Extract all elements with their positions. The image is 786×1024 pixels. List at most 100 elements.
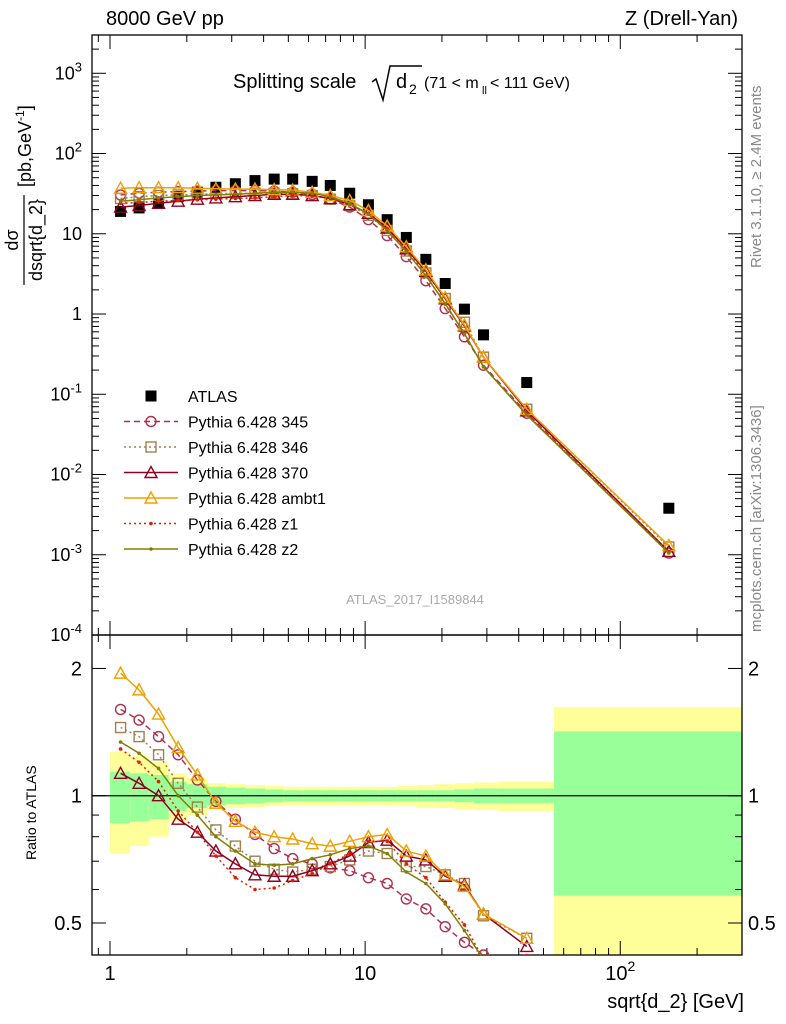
legend-entry: ATLAS — [145, 389, 238, 406]
legend-marker — [145, 415, 157, 428]
y-tick-label: 103 — [55, 59, 82, 83]
legend-label: Pythia 6.428 z2 — [188, 542, 298, 559]
x-tick-label-exp: 2 — [627, 958, 635, 974]
y-tick-label: 10-4 — [50, 621, 82, 645]
ratio-data-point — [328, 862, 333, 866]
y-tick-label: 102 — [55, 140, 82, 164]
ratio-data-point — [233, 875, 238, 880]
main-data-point — [190, 180, 205, 194]
ratio-data-point — [366, 844, 371, 848]
ratio-data-point — [228, 813, 243, 827]
main-data-point — [214, 193, 218, 197]
ratio-data-point — [214, 834, 218, 839]
legend-marker — [143, 465, 159, 479]
ratio-data-point — [457, 879, 472, 893]
ratio-data-point — [176, 793, 180, 798]
y-tick-label-base: 10 — [50, 384, 70, 404]
main-data-point — [195, 198, 200, 202]
ratio-y-tick-label-right: 2 — [748, 658, 759, 680]
main-data-point — [249, 175, 261, 187]
ratio-data-point — [477, 949, 490, 955]
ratio-data-point — [523, 953, 531, 955]
y-tick-label: 10-2 — [50, 461, 82, 485]
ratio-data-point — [290, 878, 295, 883]
ratio-data-point — [151, 788, 166, 802]
ratio-data-point — [290, 862, 295, 866]
ratio-y-tick-label-right: 0.5 — [748, 913, 776, 935]
legend: ATLAS Pythia 6.428 345 Pythia 6.428 346 Pyt… — [124, 389, 326, 559]
y-tick-label-exp: -1 — [70, 380, 82, 395]
ratio-data-point — [195, 830, 200, 834]
legend-entry: Pythia 6.428 ambt1 — [124, 490, 326, 508]
ratio-data-point — [131, 682, 147, 696]
ratio-data-point — [342, 833, 357, 848]
main-data-point — [310, 194, 314, 198]
ylabel-fraction-denominator: dsqrt{d_2} — [26, 199, 47, 281]
ratio-data-point — [156, 766, 161, 771]
ratio-data-point — [131, 775, 147, 790]
ratio-data-point — [208, 795, 224, 809]
legend-marker — [145, 441, 157, 453]
ratio-data-point — [190, 824, 205, 838]
ratio-data-point — [482, 958, 486, 962]
main-data-point — [462, 331, 467, 336]
main-data-point — [131, 198, 147, 212]
main-data-point — [458, 331, 471, 343]
y-axis-label-ratio: Ratio to ATLAS — [23, 765, 39, 860]
main-data-point — [663, 502, 675, 514]
main-data-point — [385, 228, 389, 233]
ratio-series-line — [120, 726, 528, 939]
legend-entry: Pythia 6.428 z2 — [124, 542, 298, 559]
main-data-point — [113, 199, 128, 213]
ratio-data-point — [266, 829, 282, 843]
main-data-point — [310, 191, 314, 196]
ratio-data-point — [381, 877, 393, 890]
ratio-data-point — [379, 826, 395, 841]
ratio-data-point — [525, 962, 529, 966]
main-data-point — [195, 193, 200, 198]
main-data-point — [118, 199, 123, 203]
legend-label: Pythia 6.428 345 — [188, 415, 308, 432]
main-data-point — [137, 198, 141, 202]
ratio-data-point — [462, 928, 467, 933]
ratio-data-point — [133, 714, 145, 726]
ratio-data-point — [304, 836, 320, 850]
ratio-data-point — [137, 760, 141, 765]
main-data-point — [208, 190, 224, 204]
main-data-point — [424, 273, 428, 278]
y-axis-label-main: dσ dsqrt{d_2} [pb,GeV-1] — [2, 105, 47, 285]
ratio-y-tick-label-right: 1 — [748, 786, 759, 808]
ratio-data-point — [113, 665, 128, 679]
legend-marker — [145, 390, 157, 402]
ratio-series-3 — [113, 665, 534, 944]
ratio-data-point — [113, 765, 128, 779]
ratio-data-point — [418, 848, 434, 862]
ratio-data-point — [176, 809, 180, 813]
main-data-point — [400, 231, 412, 243]
ratio-panel: 0.5 0.51 12 21 10 102 — [54, 634, 776, 985]
ratio-data-point — [247, 867, 263, 881]
legend-entry: Pythia 6.428 345 — [124, 415, 308, 432]
main-data-point — [151, 180, 166, 194]
main-data-point — [176, 198, 180, 203]
y-tick-label-exp: 3 — [75, 59, 82, 74]
main-data-point — [476, 349, 491, 363]
ratio-data-point — [137, 751, 141, 756]
ratio-data-point — [233, 849, 238, 853]
main-data-point — [228, 189, 243, 203]
ratio-data-point — [272, 886, 276, 890]
ratio-data-point — [133, 730, 145, 743]
main-data-point — [156, 196, 161, 200]
legend-label: Pythia 6.428 z1 — [188, 517, 298, 534]
main-data-point — [457, 317, 472, 331]
x-tick-label: 10 — [354, 963, 376, 985]
main-data-point — [477, 329, 489, 341]
ratio-data-point — [476, 906, 491, 920]
main-data-point — [233, 196, 238, 201]
ratio-data-point — [399, 843, 414, 857]
ylabel-fraction-numerator: dσ — [2, 229, 22, 250]
ratio-data-point — [443, 902, 448, 906]
y-tick-label: 10 — [62, 224, 82, 244]
main-data-point — [151, 195, 166, 209]
